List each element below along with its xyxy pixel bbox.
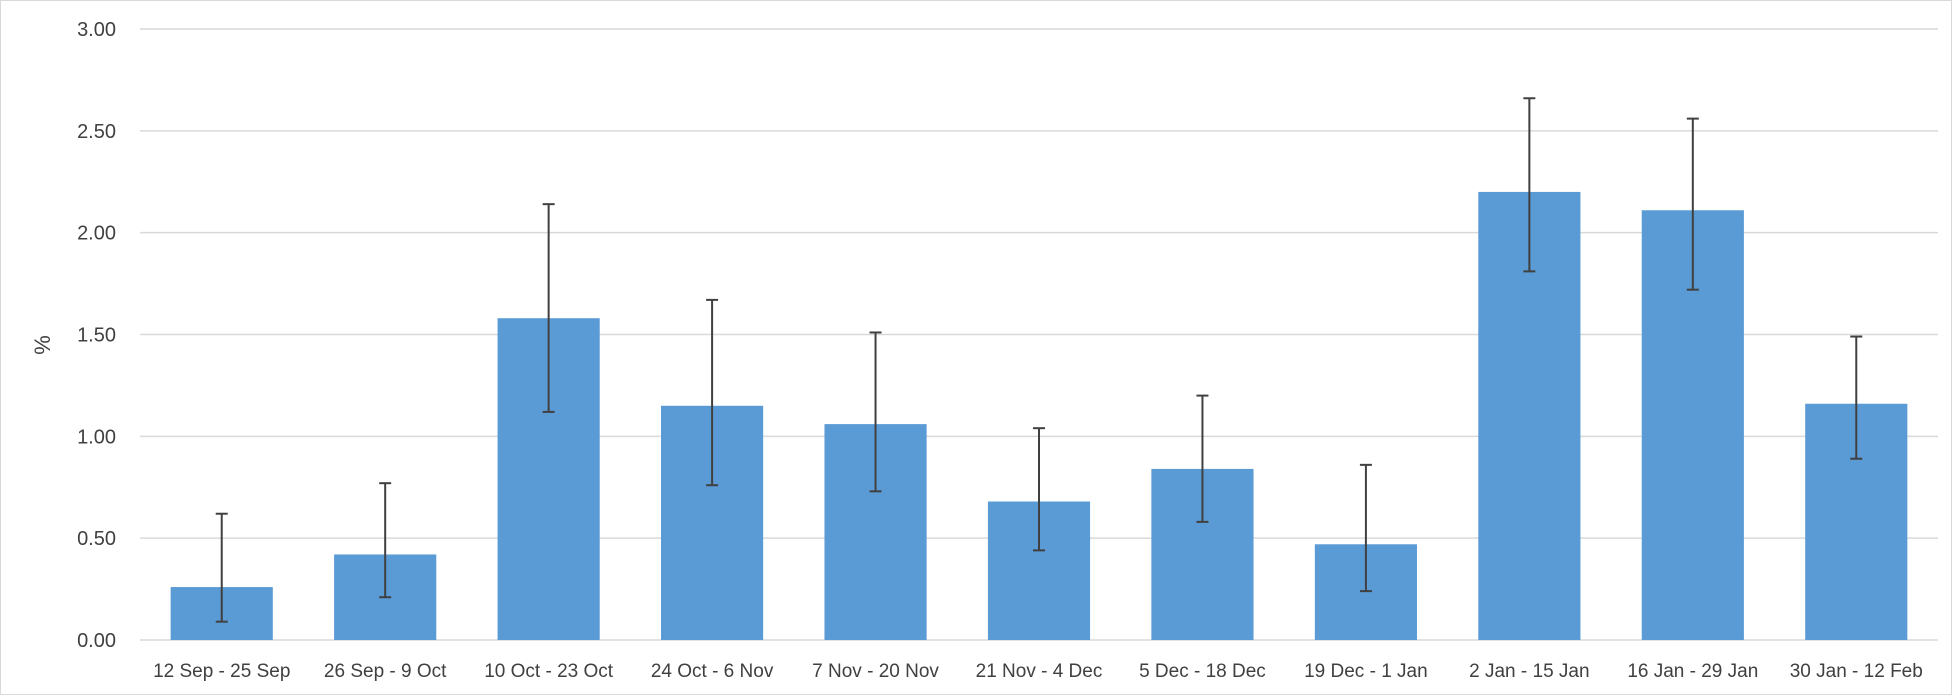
- error-bar: [1850, 335, 1863, 460]
- y-tick-label: 2.50: [77, 121, 116, 143]
- y-tick-label: 3.00: [77, 19, 116, 41]
- x-tick-label: 10 Oct - 23 Oct: [484, 661, 614, 682]
- error-bar: [1033, 427, 1045, 552]
- error-bar: [1523, 97, 1536, 273]
- x-tick-label: 30 Jan - 12 Feb: [1790, 661, 1923, 682]
- error-bar: [869, 331, 882, 493]
- x-tick-label: 16 Jan - 29 Jan: [1627, 661, 1758, 682]
- y-tick-label: 1.50: [77, 325, 116, 347]
- y-axis-ticks: 0.00 0.50 1.00 1.50 2.00 2.50 3.00: [77, 19, 116, 652]
- y-axis-label: %: [30, 335, 55, 355]
- x-tick-label: 26 Sep - 9 Oct: [324, 661, 447, 682]
- x-tick-label: 12 Sep - 25 Sep: [153, 661, 290, 682]
- error-bar: [1359, 463, 1372, 593]
- error-bar: [542, 203, 555, 413]
- y-tick-label: 0.00: [77, 630, 116, 652]
- gridlines: [140, 28, 1938, 641]
- x-tick-label: 7 Nov - 20 Nov: [812, 661, 939, 682]
- error-bars: [215, 97, 1863, 623]
- error-bar: [379, 482, 392, 599]
- x-axis-ticks: 12 Sep - 25 Sep 26 Sep - 9 Oct 10 Oct - 23…: [153, 661, 1923, 682]
- y-tick-label: 2.00: [77, 223, 116, 245]
- x-tick-label: 21 Nov - 4 Dec: [976, 661, 1103, 682]
- x-tick-label: 24 Oct - 6 Nov: [651, 661, 774, 682]
- x-tick-label: 19 Dec - 1 Jan: [1304, 661, 1428, 682]
- y-tick-label: 0.50: [77, 528, 116, 550]
- x-tick-label: 2 Jan - 15 Jan: [1469, 661, 1589, 682]
- error-bar: [706, 298, 719, 487]
- error-bar: [215, 512, 228, 623]
- y-tick-label: 1.00: [77, 426, 116, 448]
- x-tick-label: 5 Dec - 18 Dec: [1139, 661, 1266, 682]
- error-bar: [1686, 117, 1699, 291]
- error-bar: [1196, 394, 1209, 523]
